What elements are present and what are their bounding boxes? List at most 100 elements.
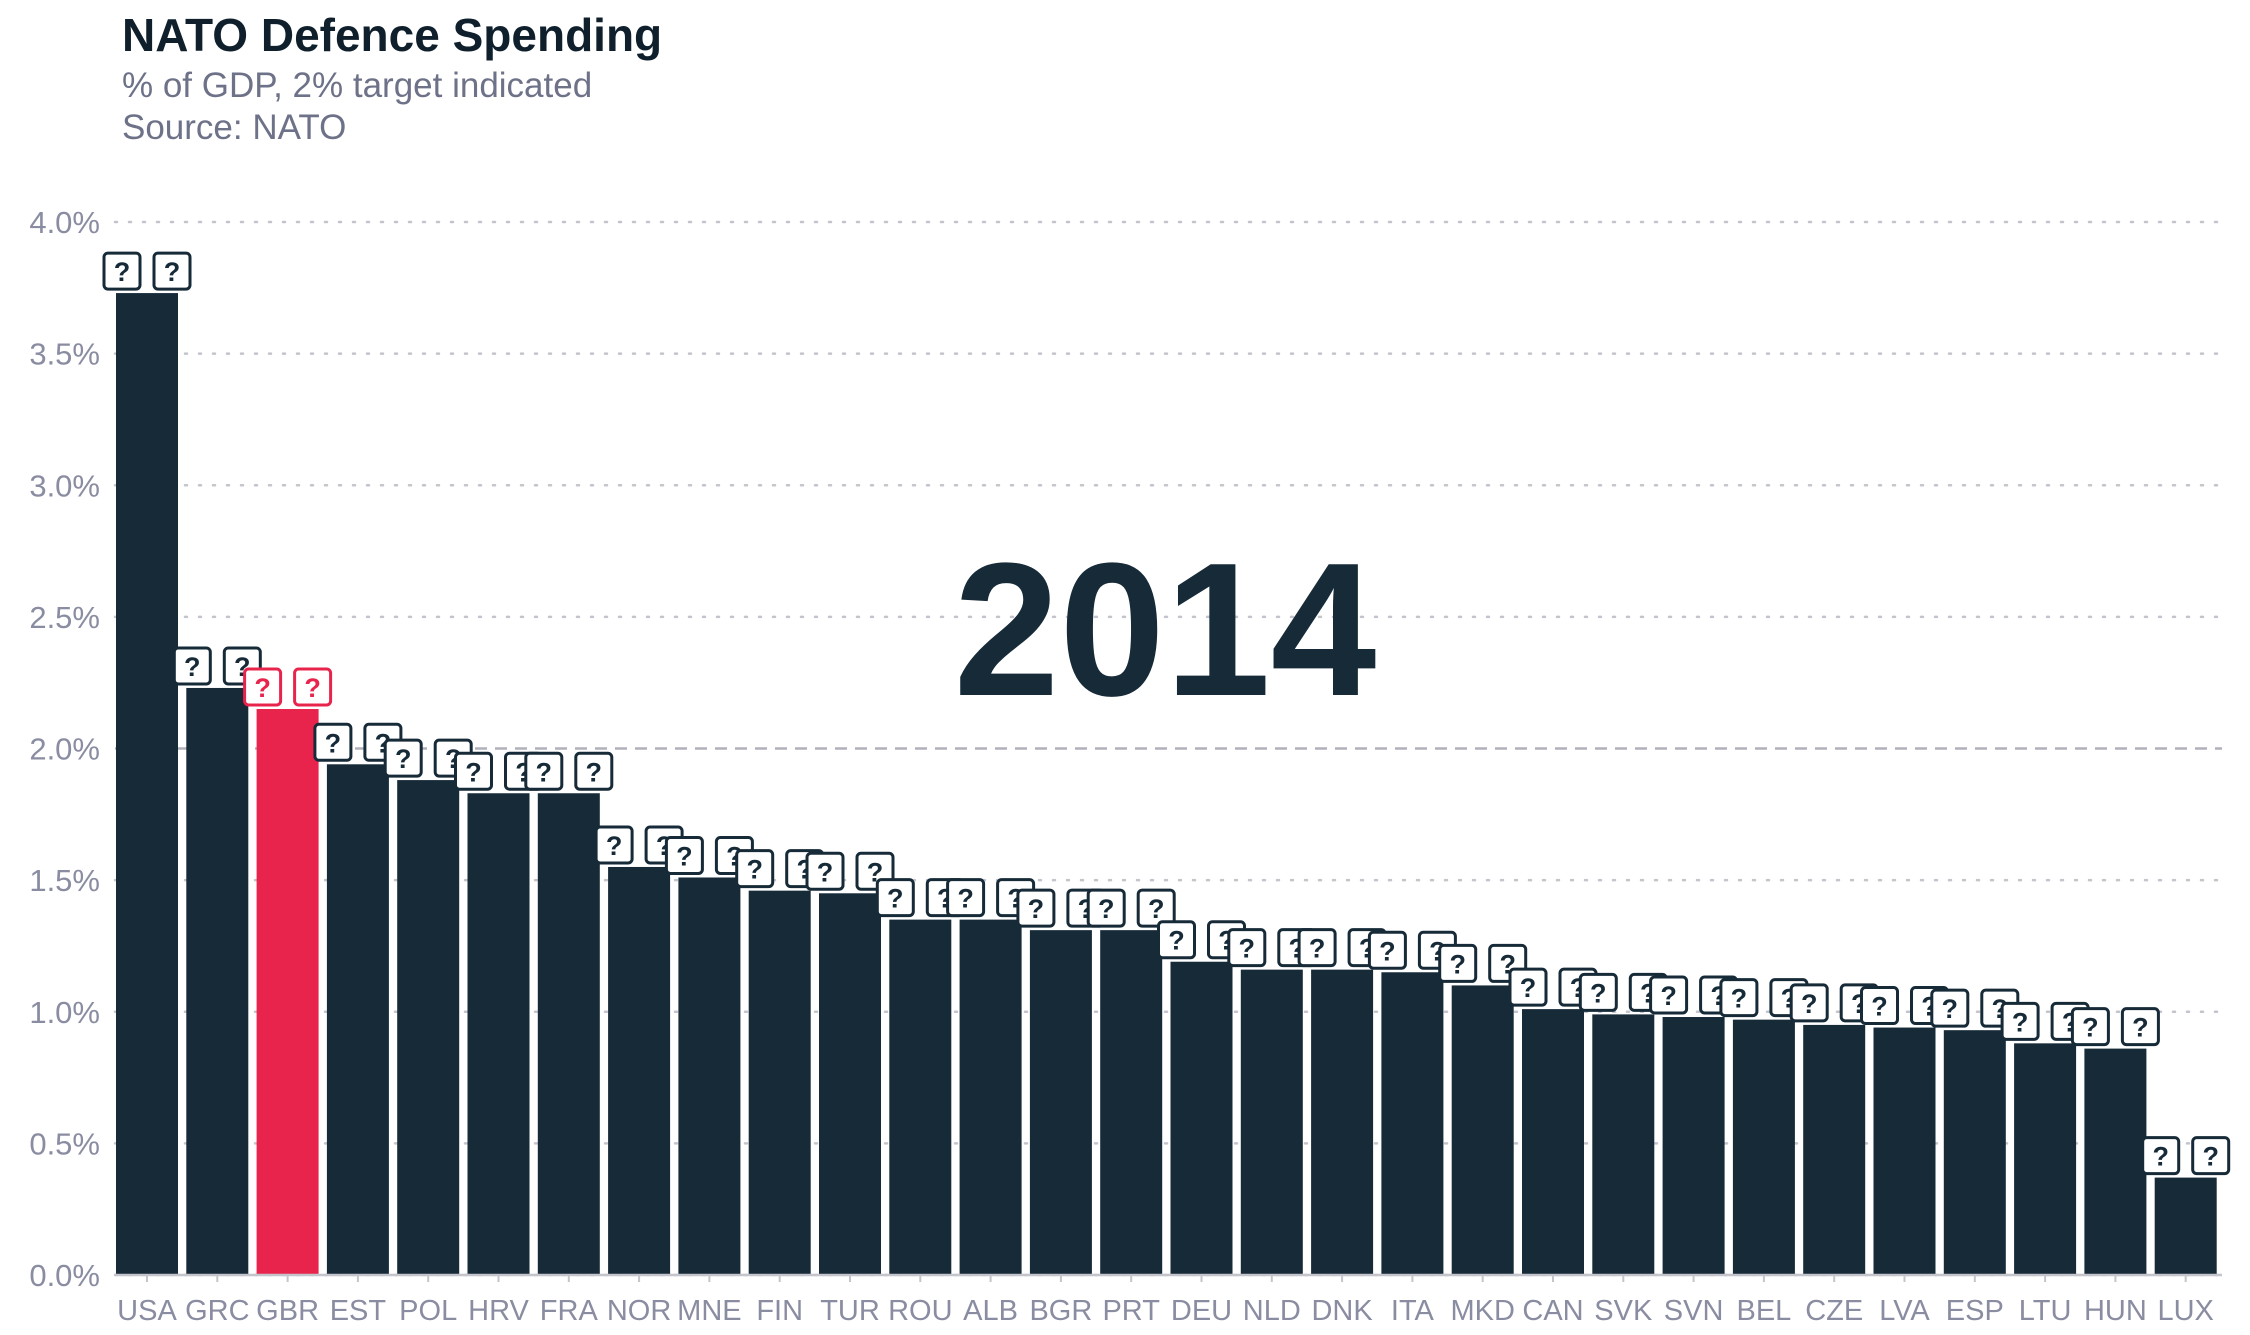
data-label-gbr: ?? <box>243 667 333 707</box>
data-label-box <box>1508 967 1548 1007</box>
data-label-box <box>524 751 564 791</box>
data-label-text: ? <box>887 884 904 914</box>
data-label-box <box>946 878 986 918</box>
x-tick-label: NLD <box>1243 1295 1301 1327</box>
data-label-box <box>1227 928 1267 968</box>
y-tick-label: 4.0% <box>29 205 100 240</box>
data-label-box <box>805 851 845 891</box>
bar-est <box>326 764 389 1275</box>
y-tick-label: 3.0% <box>29 468 100 503</box>
bar-dnk <box>1311 969 1374 1275</box>
bar-nor <box>608 866 671 1275</box>
x-tick-label: LUX <box>2157 1295 2213 1327</box>
y-tick-label: 0.0% <box>29 1258 100 1293</box>
bar-nld <box>1240 969 1303 1275</box>
data-label-text: ? <box>325 728 342 758</box>
data-label-box <box>2191 1136 2231 1176</box>
data-label-text: ? <box>2012 1007 2029 1037</box>
data-label-box <box>1297 928 1337 968</box>
y-tick-label: 0.5% <box>29 1126 100 1161</box>
data-label-usa: ?? <box>102 251 192 291</box>
bar-cze <box>1803 1024 1866 1275</box>
bar-gbr <box>256 709 319 1275</box>
data-label-text: ? <box>114 257 131 287</box>
data-label-box <box>2120 1007 2160 1047</box>
x-tick-label: TUR <box>820 1295 880 1327</box>
bar-pol <box>397 780 460 1275</box>
data-label-box <box>1719 978 1759 1018</box>
data-label-text: ? <box>1801 989 1818 1019</box>
data-label-box <box>1367 930 1407 970</box>
data-label-box <box>1649 975 1689 1015</box>
bar-svk <box>1592 1014 1655 1275</box>
data-label-text: ? <box>536 757 553 787</box>
x-tick-label: HUN <box>2084 1295 2147 1327</box>
data-label-box <box>2000 1001 2040 1041</box>
bar-lux <box>2154 1177 2217 1275</box>
y-tick-label: 2.0% <box>29 732 100 767</box>
bar-ltu <box>2014 1043 2077 1275</box>
data-label-text: ? <box>184 652 201 682</box>
x-tick-label: ESP <box>1946 1295 2004 1327</box>
data-label-box <box>293 667 333 707</box>
data-label-text: ? <box>1148 894 1165 924</box>
y-tick-label: 1.5% <box>29 863 100 898</box>
data-label-text: ? <box>2132 1013 2149 1043</box>
bar-tur <box>819 893 881 1275</box>
bar-bgr <box>1029 930 1092 1275</box>
x-tick-label: CAN <box>1522 1295 1583 1327</box>
x-tick-label: DEU <box>1171 1295 1232 1327</box>
data-label-text: ? <box>746 855 763 885</box>
bar-usa <box>116 293 178 1275</box>
data-label-text: ? <box>164 257 181 287</box>
data-label-text: ? <box>676 841 693 871</box>
data-label-tur: ?? <box>805 851 895 891</box>
bar-svn <box>1662 1017 1725 1275</box>
x-tick-label: MKD <box>1450 1295 1514 1327</box>
data-label-hun: ?? <box>2070 1007 2160 1047</box>
data-label-box <box>1860 986 1899 1026</box>
x-tick-label: LTU <box>2019 1295 2072 1327</box>
data-label-text: ? <box>1098 894 1115 924</box>
x-tick-label: EST <box>330 1295 387 1327</box>
x-tick-label: NOR <box>607 1295 671 1327</box>
data-label-text: ? <box>395 744 412 774</box>
x-tick-label: BGR <box>1029 1295 1092 1327</box>
data-label-text: ? <box>1520 973 1537 1003</box>
y-tick-label: 2.5% <box>29 600 100 635</box>
data-label-text: ? <box>1028 894 1045 924</box>
x-tick-label: DNK <box>1311 1295 1373 1327</box>
data-label-box <box>1136 888 1176 928</box>
bar-hrv <box>467 793 530 1275</box>
y-tick-label: 1.0% <box>29 995 100 1030</box>
chart-source: Source: NATO <box>122 108 347 147</box>
data-label-text: ? <box>254 673 271 703</box>
bar-fra <box>537 793 600 1275</box>
data-label-box <box>102 251 142 291</box>
data-label-box <box>2141 1136 2181 1176</box>
data-label-text: ? <box>1731 984 1748 1014</box>
chart-subtitle: % of GDP, 2% target indicated <box>122 66 593 105</box>
x-tick-label: SVN <box>1664 1295 1724 1327</box>
x-tick-label: FIN <box>756 1295 803 1327</box>
x-axis: USA GRC GBR EST POL HRV FRA NOR MNE FIN TUR ROU ALB B… <box>115 1273 2222 1327</box>
x-tick-label: GBR <box>256 1295 319 1327</box>
data-label-box <box>1930 988 1970 1028</box>
data-label-text: ? <box>606 831 623 861</box>
x-tick-label: ROU <box>888 1295 952 1327</box>
x-tick-label: BEL <box>1736 1295 1791 1327</box>
data-label-box <box>574 751 614 791</box>
bar-ita <box>1381 972 1444 1275</box>
data-label-box <box>454 751 493 791</box>
data-label-box <box>313 722 353 762</box>
data-label-prt: ?? <box>1086 888 1176 928</box>
bar-bel <box>1732 1019 1795 1275</box>
data-label-text: ? <box>1449 949 1466 979</box>
data-label-text: ? <box>304 673 321 703</box>
data-label-text: ? <box>2202 1142 2219 1172</box>
data-label-text: ? <box>1871 992 1888 1022</box>
data-label-text: ? <box>957 884 974 914</box>
bar-hun <box>2084 1048 2147 1275</box>
data-label-box <box>1789 983 1829 1023</box>
x-tick-label: POL <box>399 1295 457 1327</box>
